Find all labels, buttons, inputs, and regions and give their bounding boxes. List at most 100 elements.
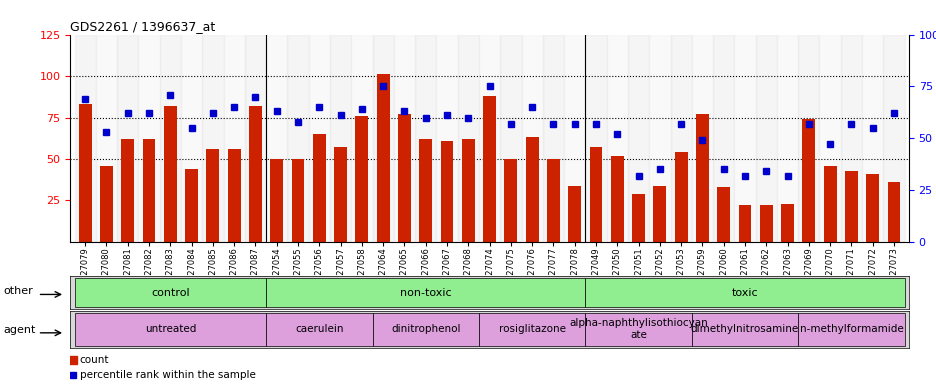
Bar bbox=[866, 174, 878, 242]
Bar bbox=[670, 35, 691, 242]
Bar bbox=[308, 35, 329, 242]
Bar bbox=[627, 35, 649, 242]
Bar bbox=[738, 205, 751, 242]
Bar bbox=[266, 278, 585, 308]
Bar bbox=[691, 313, 797, 346]
Bar bbox=[249, 106, 261, 242]
Text: n-methylformamide: n-methylformamide bbox=[798, 324, 902, 334]
Bar bbox=[398, 114, 410, 242]
Bar bbox=[202, 35, 224, 242]
Bar bbox=[478, 313, 585, 346]
Bar bbox=[117, 35, 139, 242]
Text: control: control bbox=[151, 288, 189, 298]
Bar bbox=[181, 35, 202, 242]
Bar bbox=[632, 194, 644, 242]
Bar bbox=[95, 35, 117, 242]
Bar bbox=[244, 35, 266, 242]
Bar bbox=[227, 149, 241, 242]
Bar bbox=[781, 204, 793, 242]
Bar bbox=[351, 35, 373, 242]
Bar bbox=[159, 35, 181, 242]
Bar bbox=[440, 141, 453, 242]
Bar bbox=[355, 116, 368, 242]
Bar bbox=[266, 313, 373, 346]
Bar bbox=[457, 35, 478, 242]
Bar bbox=[500, 35, 521, 242]
Bar bbox=[606, 35, 627, 242]
Bar bbox=[585, 278, 903, 308]
Bar bbox=[819, 35, 840, 242]
Bar bbox=[373, 35, 393, 242]
Text: rosiglitazone: rosiglitazone bbox=[498, 324, 565, 334]
Text: dinitrophenol: dinitrophenol bbox=[390, 324, 460, 334]
Bar bbox=[695, 114, 708, 242]
Bar bbox=[271, 159, 283, 242]
Bar bbox=[840, 35, 861, 242]
Bar bbox=[691, 35, 712, 242]
Bar bbox=[164, 106, 177, 242]
Bar bbox=[861, 35, 883, 242]
Bar bbox=[291, 159, 304, 242]
Bar bbox=[329, 35, 351, 242]
Bar bbox=[542, 35, 563, 242]
Bar bbox=[585, 35, 606, 242]
Bar bbox=[801, 119, 814, 242]
Bar bbox=[712, 35, 734, 242]
Bar bbox=[478, 35, 500, 242]
Bar bbox=[674, 152, 687, 242]
Text: alpha-naphthylisothiocyan
ate: alpha-naphthylisothiocyan ate bbox=[568, 318, 708, 340]
Bar bbox=[206, 149, 219, 242]
Bar bbox=[504, 159, 517, 242]
Bar bbox=[483, 96, 495, 242]
Bar bbox=[547, 159, 559, 242]
Bar bbox=[521, 35, 542, 242]
Bar bbox=[883, 35, 903, 242]
Bar bbox=[75, 278, 266, 308]
Bar bbox=[589, 147, 602, 242]
Text: caerulein: caerulein bbox=[295, 324, 344, 334]
Bar bbox=[461, 139, 475, 242]
Bar bbox=[610, 156, 623, 242]
Bar bbox=[139, 35, 159, 242]
Bar bbox=[649, 35, 670, 242]
Bar bbox=[563, 35, 585, 242]
Text: untreated: untreated bbox=[144, 324, 196, 334]
Bar bbox=[734, 35, 754, 242]
Bar bbox=[373, 313, 478, 346]
Bar bbox=[797, 35, 819, 242]
Bar bbox=[75, 35, 95, 242]
Bar bbox=[376, 74, 389, 242]
Bar bbox=[122, 139, 134, 242]
Text: dimethylnitrosamine: dimethylnitrosamine bbox=[690, 324, 798, 334]
Bar bbox=[797, 313, 903, 346]
Bar bbox=[844, 170, 856, 242]
Text: count: count bbox=[80, 355, 109, 365]
Bar bbox=[79, 104, 92, 242]
Bar bbox=[652, 185, 665, 242]
Bar bbox=[75, 313, 266, 346]
Bar bbox=[419, 139, 431, 242]
Bar bbox=[436, 35, 457, 242]
Bar bbox=[100, 166, 112, 242]
Text: non-toxic: non-toxic bbox=[400, 288, 451, 298]
Text: agent: agent bbox=[4, 324, 36, 334]
Bar bbox=[585, 313, 691, 346]
Bar bbox=[185, 169, 197, 242]
Text: other: other bbox=[4, 286, 33, 296]
Bar bbox=[313, 134, 326, 242]
Text: GDS2261 / 1396637_at: GDS2261 / 1396637_at bbox=[70, 20, 215, 33]
Bar bbox=[568, 185, 580, 242]
Bar bbox=[334, 147, 346, 242]
Bar bbox=[717, 187, 729, 242]
Text: toxic: toxic bbox=[731, 288, 757, 298]
Bar bbox=[415, 35, 436, 242]
Bar bbox=[393, 35, 415, 242]
Bar bbox=[224, 35, 244, 242]
Bar bbox=[823, 166, 836, 242]
Bar bbox=[142, 139, 155, 242]
Bar bbox=[776, 35, 797, 242]
Bar bbox=[525, 137, 538, 242]
Bar bbox=[886, 182, 899, 242]
Text: percentile rank within the sample: percentile rank within the sample bbox=[80, 370, 256, 380]
Bar bbox=[754, 35, 776, 242]
